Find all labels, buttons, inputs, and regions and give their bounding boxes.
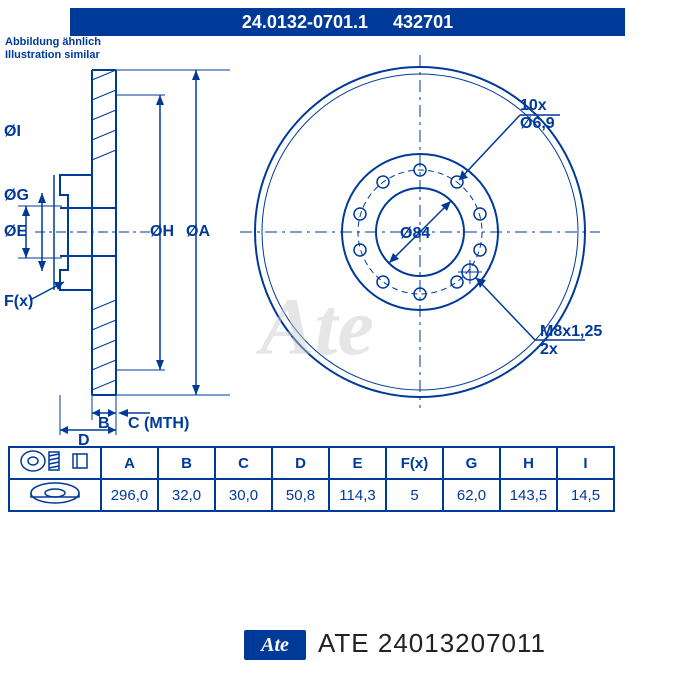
dim-i-label: ØI xyxy=(4,123,21,140)
val-a: 296,0 xyxy=(101,479,158,511)
dim-fx-label: F(x) xyxy=(4,293,33,310)
technical-drawing: ØI ØG ØE ØH ØA F(x) B D C (MTH) 10x Ø6,9… xyxy=(0,0,700,460)
val-e: 114,3 xyxy=(329,479,386,511)
col-e: E xyxy=(329,447,386,479)
dim-a-label: ØA xyxy=(186,223,210,240)
center-bore: Ø84 xyxy=(400,225,430,242)
val-b: 32,0 xyxy=(158,479,215,511)
col-f: F(x) xyxy=(386,447,443,479)
val-i: 14,5 xyxy=(557,479,614,511)
disc-side-icon-cell xyxy=(9,479,101,511)
dimensions-table: A B C D E F(x) G H I 296,0 32,0 30,0 50,… xyxy=(8,446,615,512)
footer-code: 24013207011 xyxy=(378,628,546,658)
disc-type-icon-cell xyxy=(9,447,101,479)
val-f: 5 xyxy=(386,479,443,511)
dim-h-label: ØH xyxy=(150,223,174,240)
val-c: 30,0 xyxy=(215,479,272,511)
dim-g-label: ØG xyxy=(4,187,29,204)
footer-brand: ATE xyxy=(318,628,370,658)
thread-count: 2x xyxy=(540,341,558,358)
val-d: 50,8 xyxy=(272,479,329,511)
col-g: G xyxy=(443,447,500,479)
col-d: D xyxy=(272,447,329,479)
footer-part-code: ATE 24013207011 xyxy=(318,628,546,659)
dim-e-label: ØE xyxy=(4,223,27,240)
col-b: B xyxy=(158,447,215,479)
disc-side-icon xyxy=(15,480,95,506)
holes-count: 10x xyxy=(520,97,547,114)
dim-c-label: C (MTH) xyxy=(128,415,189,432)
disc-vented-icon xyxy=(15,448,95,474)
val-g: 62,0 xyxy=(443,479,500,511)
col-a: A xyxy=(101,447,158,479)
col-i: I xyxy=(557,447,614,479)
col-c: C xyxy=(215,447,272,479)
ate-logo: Ate xyxy=(244,630,306,660)
col-h: H xyxy=(500,447,557,479)
holes-dia: Ø6,9 xyxy=(520,115,555,132)
table-header-row: A B C D E F(x) G H I xyxy=(9,447,614,479)
dim-b-label: B xyxy=(98,415,110,432)
thread-spec: M8x1,25 xyxy=(540,323,602,340)
val-h: 143,5 xyxy=(500,479,557,511)
table-value-row: 296,0 32,0 30,0 50,8 114,3 5 62,0 143,5 … xyxy=(9,479,614,511)
